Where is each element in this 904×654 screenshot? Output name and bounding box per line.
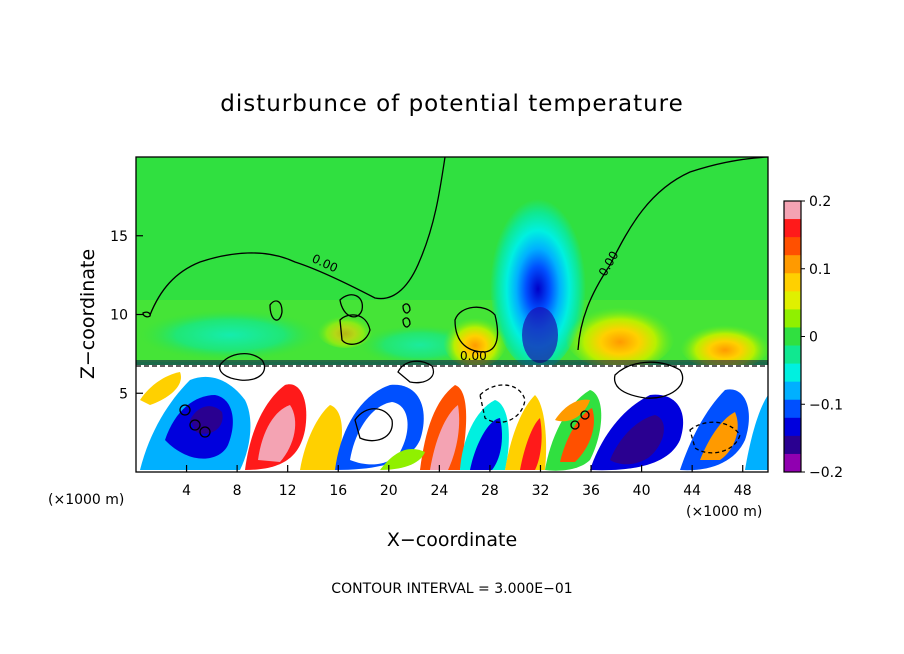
contour-blob-6 xyxy=(402,317,411,328)
x-unit-left: (×1000 m) xyxy=(48,492,124,508)
x-tick-label: 32 xyxy=(532,483,550,499)
colorbar-swatch xyxy=(784,453,801,473)
y-tick-label: 15 xyxy=(110,229,128,245)
contour-label-mid: 0.00 xyxy=(460,349,487,363)
x-tick-label: 40 xyxy=(633,483,651,499)
colorbar-tick-label: 0.1 xyxy=(809,262,831,278)
bl-ring-5 xyxy=(580,410,590,420)
bl-ring-4 xyxy=(570,420,580,430)
heatmap-field xyxy=(136,157,768,472)
zero-contour-right xyxy=(577,157,768,351)
x-tick-label: 36 xyxy=(582,483,600,499)
colorbar-swatch xyxy=(784,399,801,419)
contour-interval-text: CONTOUR INTERVAL = 3.000E−01 xyxy=(331,581,572,597)
bl-contour-1 xyxy=(219,353,266,381)
colorbar-tick-label: 0 xyxy=(809,330,818,346)
colorbar-swatch xyxy=(784,273,801,292)
colorbar-tick-label: −0.1 xyxy=(809,397,843,413)
bl-contour-2 xyxy=(397,360,434,384)
warm-blob-small xyxy=(317,312,373,348)
colorbar-swatch xyxy=(784,309,801,328)
x-tick-label: 28 xyxy=(481,483,499,499)
x-unit-right: (×1000 m) xyxy=(686,504,762,520)
colorbar-swatch xyxy=(784,327,801,347)
warm-blob-28 xyxy=(443,312,507,368)
x-tick-label: 4 xyxy=(182,483,191,499)
bl-ring-3 xyxy=(199,426,211,438)
colorbar-swatch xyxy=(784,417,801,437)
contour-blob-2 xyxy=(339,314,371,345)
cool-plume-core xyxy=(522,307,558,363)
bl-contour-5 xyxy=(479,384,526,423)
colorbar-swatch xyxy=(784,345,801,365)
colorbar-swatch xyxy=(784,363,801,383)
x-axis-ticks: 4 8 12 16 20 24 28 32 36 40 44 48 xyxy=(182,465,752,499)
x-tick-label: 8 xyxy=(233,483,242,499)
colorbar-swatch xyxy=(784,435,801,455)
bl-contour-4 xyxy=(354,408,393,442)
bl-contour-3 xyxy=(613,361,684,399)
y-tick-label: 5 xyxy=(119,386,128,402)
contour-blob-1 xyxy=(339,294,363,318)
cool-plume xyxy=(490,190,586,370)
cyan-glow-left xyxy=(140,310,320,360)
colorbar-swatch xyxy=(784,237,801,256)
colorbar xyxy=(783,200,802,473)
y-axis-label: Z−coordinate xyxy=(77,249,99,379)
x-tick-label: 44 xyxy=(683,483,701,499)
colorbar-swatch xyxy=(784,255,801,274)
y-axis-ticks: 5 10 15 xyxy=(110,229,143,402)
colorbar-ticks: 0.2 0.1 0 −0.1 −0.2 xyxy=(801,194,843,481)
contour-lines xyxy=(136,157,768,454)
warm-blob-40 xyxy=(565,300,675,370)
colorbar-swatch xyxy=(784,291,801,310)
colorbar-tick-label: 0.2 xyxy=(809,194,831,210)
boundary-layer xyxy=(136,365,768,472)
x-axis-label: X−coordinate xyxy=(387,529,517,551)
x-tick-label: 48 xyxy=(734,483,752,499)
x-tick-label: 12 xyxy=(279,483,297,499)
bl-ring-1 xyxy=(179,404,191,416)
colorbar-swatch xyxy=(784,219,801,238)
colorbar-swatch xyxy=(784,201,801,220)
x-tick-label: 20 xyxy=(380,483,398,499)
x-tick-label: 16 xyxy=(329,483,347,499)
inversion-band xyxy=(136,360,768,366)
bl-contour-6 xyxy=(689,421,741,454)
y-tick-label: 10 xyxy=(110,308,128,324)
contour-blob-7 xyxy=(142,311,151,318)
colorbar-swatch xyxy=(784,381,801,401)
bl-ring-2 xyxy=(189,419,201,431)
contour-blob-3 xyxy=(454,306,499,353)
colorbar-tick-label: −0.2 xyxy=(809,465,843,481)
contour-blob-5 xyxy=(402,303,411,314)
zero-contour-left xyxy=(149,157,446,316)
chart-title: disturbunce of potential temperature xyxy=(220,91,684,117)
contour-blob-4 xyxy=(269,300,283,321)
warm-blob-46 xyxy=(680,320,768,370)
x-tick-label: 24 xyxy=(430,483,448,499)
